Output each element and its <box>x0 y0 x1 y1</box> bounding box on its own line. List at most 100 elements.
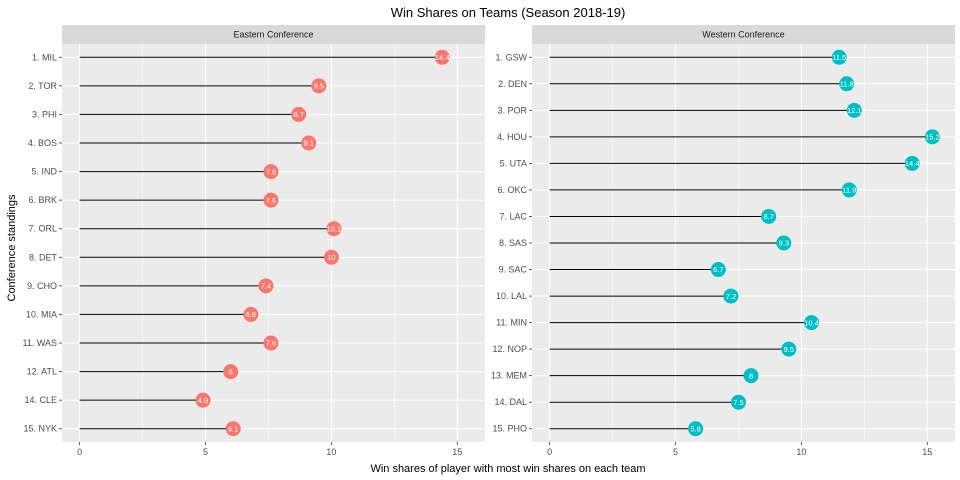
eastern-point <box>291 106 307 122</box>
western-point-label: 10.4 <box>804 318 819 327</box>
eastern-y-tick-label: 9. CHO <box>27 281 57 291</box>
eastern-point <box>323 249 339 265</box>
western-point-label: 8.7 <box>763 212 773 221</box>
eastern-point <box>195 392 211 408</box>
western-point <box>776 235 792 251</box>
eastern-x-tick-label: 15 <box>452 447 462 457</box>
western-point-label: 6.7 <box>713 265 723 274</box>
eastern-point-label: 6.8 <box>246 310 256 319</box>
eastern-point-label: 9.1 <box>304 139 314 148</box>
western-y-tick-label: 3. POR <box>497 105 527 115</box>
eastern-point <box>263 192 279 208</box>
eastern-y-tick-label: 4. BOS <box>28 138 57 148</box>
western-point <box>710 262 726 278</box>
western-point <box>831 49 847 65</box>
eastern-strip-label: Eastern Conference <box>233 30 313 40</box>
eastern-point <box>263 335 279 351</box>
facet-panels: Eastern Conference 0 5 10 15 14.4 1. MIL 9.5 2. … <box>22 25 955 457</box>
western-point <box>846 102 862 118</box>
eastern-y-tick-label: 6. BRK <box>28 195 57 205</box>
eastern-point-label: 10.1 <box>327 224 342 233</box>
western-point-label: 11.9 <box>842 186 856 195</box>
eastern-point <box>434 49 450 65</box>
eastern-point-label: 6.1 <box>228 424 238 433</box>
western-point <box>761 208 777 224</box>
western-point-label: 11.5 <box>832 53 846 62</box>
western-point <box>841 182 857 198</box>
eastern-point <box>301 135 317 151</box>
western-point <box>803 315 819 331</box>
western-point-label: 9.5 <box>784 345 794 354</box>
western-point-label: 7.5 <box>733 398 743 407</box>
eastern-y-tick-label: 15. NYK <box>23 424 57 434</box>
western-y-tick-label: 9. SAC <box>498 265 527 275</box>
y-axis-title: Conference standings <box>6 194 18 302</box>
western-point-label: 15.2 <box>925 133 940 142</box>
western-y-tick-label: 15. PHO <box>492 424 527 434</box>
western-y-tick-label: 10. LAL <box>496 291 527 301</box>
eastern-point-label: 4.9 <box>198 396 208 405</box>
eastern-point-label: 14.4 <box>435 53 450 62</box>
eastern-point <box>326 221 342 237</box>
chart-title: Win Shares on Teams (Season 2018-19) <box>391 5 626 20</box>
eastern-panel: Eastern Conference 0 5 10 15 14.4 1. MIL 9.5 2. … <box>22 25 485 457</box>
eastern-x-tick-label: 10 <box>326 447 336 457</box>
western-point <box>904 155 920 171</box>
western-point-label: 5.8 <box>690 424 700 433</box>
eastern-strip <box>62 25 485 44</box>
western-point <box>743 368 759 384</box>
western-x-tick-label: 10 <box>796 447 806 457</box>
eastern-y-tick-label: 11. WAS <box>22 338 57 348</box>
western-y-tick-label: 11. MIN <box>496 318 527 328</box>
western-y-tick-label: 13. MEM <box>491 371 527 381</box>
western-x-tick-label: 5 <box>673 447 678 457</box>
western-point <box>781 341 797 357</box>
western-y-tick-label: 8. SAS <box>499 238 527 248</box>
western-panel: Western Conference 0 5 10 15 11.5 1. GSW 11.8 2.… <box>491 25 955 457</box>
eastern-panel-background <box>62 44 485 442</box>
western-y-tick-label: 6. OKC <box>497 185 527 195</box>
eastern-point-label: 9.5 <box>314 82 324 91</box>
western-y-tick-label: 2. DEN <box>498 79 527 89</box>
eastern-y-tick-label: 14. CLE <box>24 395 57 405</box>
western-point-label: 11.8 <box>840 80 854 89</box>
western-y-tick-label: 5. UTA <box>500 158 527 168</box>
eastern-x-tick-label: 0 <box>77 447 82 457</box>
eastern-point <box>225 421 241 437</box>
eastern-point <box>243 306 259 322</box>
western-point <box>723 288 739 304</box>
western-point-label: 7.2 <box>726 292 736 301</box>
western-y-tick-label: 12. NOP <box>492 344 527 354</box>
western-strip-label: Western Conference <box>702 30 784 40</box>
eastern-y-tick-label: 10. MIA <box>26 309 57 319</box>
western-x-tick-label: 15 <box>922 447 932 457</box>
x-axis-title: Win shares of player with most win share… <box>370 463 645 475</box>
western-point-label: 14.4 <box>905 159 920 168</box>
western-strip <box>532 25 955 44</box>
western-point <box>839 76 855 92</box>
eastern-x-tick-label: 5 <box>203 447 208 457</box>
eastern-point-label: 7.6 <box>266 339 276 348</box>
eastern-point <box>263 164 279 180</box>
eastern-point-label: 6 <box>229 367 233 376</box>
western-y-tick-label: 4. HOU <box>497 132 527 142</box>
eastern-point-label: 7.6 <box>266 167 276 176</box>
eastern-y-tick-label: 12. ATL <box>27 367 57 377</box>
western-point-label: 8 <box>749 371 753 380</box>
eastern-point <box>311 78 327 94</box>
eastern-y-tick-label: 1. MIL <box>32 52 57 62</box>
eastern-point-label: 7.6 <box>266 196 276 205</box>
eastern-point-label: 10 <box>327 253 335 262</box>
eastern-y-tick-label: 3. PHI <box>32 109 57 119</box>
eastern-point <box>258 278 274 294</box>
eastern-y-tick-label: 5. IND <box>31 167 57 177</box>
western-point-label: 9.3 <box>779 239 789 248</box>
western-x-tick-label: 0 <box>547 447 552 457</box>
eastern-point <box>223 364 239 380</box>
western-point-label: 12.1 <box>847 106 862 115</box>
western-y-tick-label: 14. DAL <box>494 397 527 407</box>
eastern-y-tick-label: 7. ORL <box>28 224 57 234</box>
eastern-point-label: 7.4 <box>261 282 271 291</box>
western-point <box>924 129 940 145</box>
western-point <box>688 421 704 437</box>
